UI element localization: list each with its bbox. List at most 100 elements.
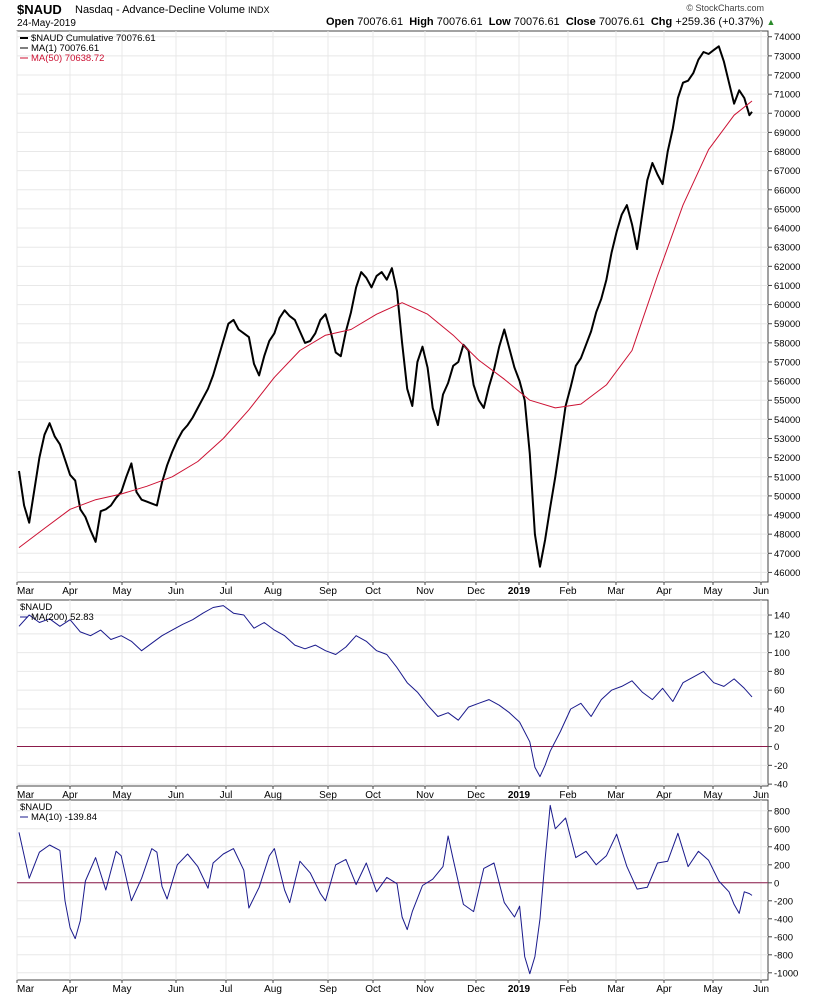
y-tick-label: -20 bbox=[774, 761, 788, 772]
symbol-description: Nasdaq - Advance-Decline Volume INDX bbox=[75, 4, 270, 16]
y-tick-label: 65000 bbox=[774, 204, 800, 215]
x-tick-label: Aug bbox=[264, 984, 282, 995]
y-tick-label: 80 bbox=[774, 667, 785, 678]
symbol-label: $NAUD bbox=[17, 2, 62, 17]
y-tick-label: 0 bbox=[774, 878, 779, 889]
x-tick-label: Feb bbox=[559, 984, 577, 995]
y-tick-label: -800 bbox=[774, 950, 793, 961]
x-tick-label: Nov bbox=[416, 790, 434, 801]
y-tick-label: 40 bbox=[774, 704, 785, 715]
x-tick-label: Sep bbox=[319, 984, 337, 995]
x-tick-label: May bbox=[113, 984, 132, 995]
watermark: © StockCharts.com bbox=[686, 3, 764, 13]
y-tick-label: 200 bbox=[774, 860, 790, 871]
up-arrow-icon: ▲ bbox=[766, 17, 776, 27]
x-tick-label: Jul bbox=[220, 586, 233, 597]
x-tick-label: Apr bbox=[62, 790, 78, 801]
y-tick-label: 46000 bbox=[774, 568, 800, 579]
y-tick-label: 71000 bbox=[774, 90, 800, 101]
x-tick-label: Aug bbox=[264, 790, 282, 801]
y-tick-label: 74000 bbox=[774, 32, 800, 43]
series-line-ma-200 bbox=[18, 605, 753, 778]
x-tick-label: May bbox=[113, 790, 132, 801]
x-tick-label: 2019 bbox=[508, 586, 531, 597]
y-tick-label: 64000 bbox=[774, 224, 800, 235]
y-tick-label: -400 bbox=[774, 914, 793, 925]
high-value: 70076.61 bbox=[436, 16, 483, 28]
y-tick-label: -200 bbox=[774, 896, 793, 907]
y-tick-label: 73000 bbox=[774, 51, 800, 62]
exchange-text: INDX bbox=[248, 5, 270, 15]
ohlc-readout: Open 70076.61 High 70076.61 Low 70076.61… bbox=[326, 16, 775, 28]
panel-bottom: -1000-800-600-400-2000200400600800$NAUDM… bbox=[16, 799, 798, 995]
x-tick-label: Mar bbox=[17, 984, 35, 995]
x-tick-label: Sep bbox=[319, 790, 337, 801]
x-tick-label: Jul bbox=[220, 984, 233, 995]
legend-entry: MA(1) 70076.61 bbox=[31, 43, 99, 54]
y-tick-label: -1000 bbox=[774, 968, 798, 979]
legend-entry: MA(200) 52.83 bbox=[31, 612, 94, 623]
x-tick-label: Oct bbox=[365, 984, 381, 995]
panel-title: $NAUD bbox=[20, 602, 52, 613]
legend-entry: MA(50) 70638.72 bbox=[31, 53, 104, 64]
y-tick-label: 48000 bbox=[774, 530, 800, 541]
panel-main: 46000 47000 48000 49000 50000 51000 52000 53000… bbox=[16, 30, 800, 597]
y-tick-label: 400 bbox=[774, 842, 790, 853]
x-tick-label: May bbox=[704, 984, 723, 995]
x-tick-label: May bbox=[704, 586, 723, 597]
x-tick-label: Feb bbox=[559, 790, 577, 801]
y-tick-label: 61000 bbox=[774, 281, 800, 292]
y-tick-label: 62000 bbox=[774, 262, 800, 273]
low-label: Low bbox=[488, 16, 511, 28]
x-tick-label: Apr bbox=[656, 790, 672, 801]
description-text: Nasdaq - Advance-Decline Volume bbox=[75, 4, 245, 16]
y-tick-label: 800 bbox=[774, 806, 790, 817]
x-tick-label: Jun bbox=[168, 984, 184, 995]
x-tick-label: Nov bbox=[416, 586, 434, 597]
y-tick-label: 59000 bbox=[774, 319, 800, 330]
close-label: Close bbox=[565, 16, 596, 28]
x-tick-label: Apr bbox=[62, 586, 78, 597]
y-tick-label: 20 bbox=[774, 723, 785, 734]
x-tick-label: Nov bbox=[416, 984, 434, 995]
chart-date: 24-May-2019 bbox=[17, 18, 76, 29]
y-tick-label: 56000 bbox=[774, 377, 800, 388]
x-tick-label: Dec bbox=[467, 984, 485, 995]
y-tick-label: 60 bbox=[774, 686, 785, 697]
y-tick-label: 52000 bbox=[774, 453, 800, 464]
x-tick-label: Dec bbox=[467, 586, 485, 597]
x-tick-label: 2019 bbox=[508, 984, 531, 995]
chg-label: Chg bbox=[650, 16, 673, 28]
x-tick-label: Apr bbox=[656, 984, 672, 995]
y-tick-label: 66000 bbox=[774, 185, 800, 196]
y-tick-label: 55000 bbox=[774, 396, 800, 407]
y-tick-label: 72000 bbox=[774, 71, 800, 82]
x-tick-label: Jul bbox=[220, 790, 233, 801]
y-tick-label: 50000 bbox=[774, 491, 800, 502]
open-label: Open bbox=[326, 16, 355, 28]
y-tick-label: -40 bbox=[774, 780, 788, 791]
y-tick-label: 100 bbox=[774, 648, 790, 659]
low-value: 70076.61 bbox=[513, 16, 560, 28]
x-tick-label: Dec bbox=[467, 790, 485, 801]
y-tick-label: 60000 bbox=[774, 300, 800, 311]
series-line-ma-50 bbox=[18, 100, 753, 548]
y-tick-label: 58000 bbox=[774, 338, 800, 349]
x-tick-label: Mar bbox=[17, 586, 35, 597]
series-line-ma-10 bbox=[18, 804, 753, 975]
x-tick-label: Mar bbox=[607, 586, 625, 597]
y-tick-label: 0 bbox=[774, 742, 779, 753]
x-tick-label: May bbox=[113, 586, 132, 597]
open-value: 70076.61 bbox=[357, 16, 404, 28]
x-tick-label: Jun bbox=[753, 984, 769, 995]
high-label: High bbox=[409, 16, 434, 28]
y-tick-label: 68000 bbox=[774, 147, 800, 158]
x-tick-label: Jun bbox=[753, 790, 769, 801]
x-tick-label: 2019 bbox=[508, 790, 531, 801]
x-tick-label: May bbox=[704, 790, 723, 801]
y-tick-label: 57000 bbox=[774, 357, 800, 368]
y-tick-label: 70000 bbox=[774, 109, 800, 120]
legend-entry: MA(10) -139.84 bbox=[31, 812, 97, 823]
